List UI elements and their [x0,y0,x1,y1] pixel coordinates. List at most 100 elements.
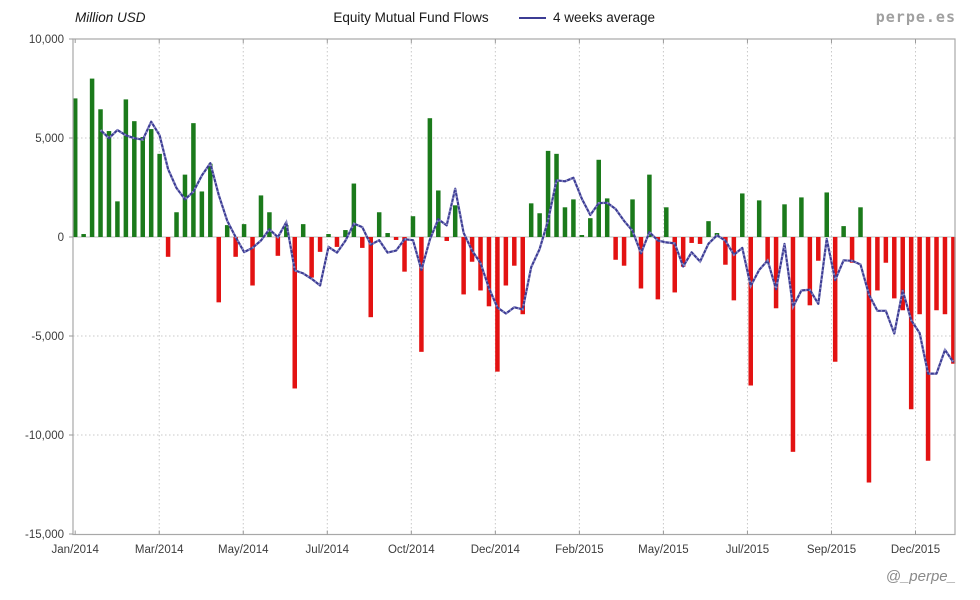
y-tick-label: 10,000 [29,34,64,46]
flow-bar [689,237,694,243]
y-tick-label: -10,000 [25,430,64,442]
flow-bar [816,237,821,261]
flow-bar [393,237,399,240]
flow-bar [613,237,618,260]
y-tick-label: 5,000 [35,133,64,145]
flow-bar [123,99,129,237]
flow-bar [436,190,441,237]
flow-bar [81,234,86,237]
flow-bar [664,207,669,237]
flow-bar [317,237,323,252]
x-tick-label: Jul/2015 [726,544,769,556]
flow-bar [106,131,112,237]
flow-bar [410,216,416,237]
flow-bar [908,237,914,410]
flow-bar [858,207,863,237]
flow-bar [233,237,238,257]
x-tick-label: Dec/2015 [891,544,940,556]
flow-bar [140,137,145,237]
flow-bar [132,121,137,237]
twitter-handle: @_perpe_ [885,568,956,585]
x-tick-label: Jul/2014 [306,544,350,556]
flow-bar [343,230,348,237]
x-tick-label: Mar/2014 [135,544,184,556]
y-axis-units-label: Million USD [75,10,146,25]
flow-bar [89,78,95,237]
flow-bar [216,237,221,303]
legend-label: 4 weeks average [553,10,656,25]
plot-border [72,38,956,536]
flow-bar [72,98,78,238]
flow-bar [773,237,779,309]
flow-bar [655,237,661,300]
flow-bar [824,192,829,237]
flow-bar [258,195,264,237]
flow-bar [208,163,213,237]
avg-line-texture [99,119,955,375]
flow-bar [630,199,635,237]
flow-bar [680,237,686,267]
flow-bar [571,199,576,237]
flow-bar [883,237,889,263]
flow-bar [723,237,728,265]
flow-bar [275,237,281,256]
flow-bar [385,233,390,237]
flow-bar [604,198,610,237]
flow-bar [241,224,247,237]
flow-bar [900,237,905,311]
flow-bar [115,201,120,237]
flow-bar [98,109,103,237]
flow-bar [334,237,340,247]
flow-bar [326,234,331,237]
flow-bar [706,221,711,237]
flow-bar [647,174,652,237]
flow-bar [174,212,179,237]
flow-bar [165,237,171,257]
flow-bar [199,191,205,237]
flow-bar [925,237,931,461]
flow-bar [309,237,314,278]
flow-bar [528,203,534,237]
flow-bar [292,237,297,389]
flow-bar [638,237,644,289]
flow-bar [554,153,559,237]
flow-bar [182,174,188,237]
flow-bar [512,237,517,266]
x-tick-label: May/2015 [638,544,689,556]
flow-bar [934,237,939,311]
x-tick-label: Dec/2014 [471,544,521,556]
flow-bar [917,237,922,315]
y-tick-label: -15,000 [25,529,64,541]
flow-bar [376,212,382,237]
x-tick-label: Feb/2015 [555,544,604,556]
flow-bar [520,237,525,315]
flow-bar [951,237,956,364]
flow-bar [495,237,500,372]
flow-bar [444,237,449,241]
flow-bar [866,237,872,483]
flow-bar [748,237,753,386]
flow-bar [360,237,365,248]
flow-bar [875,237,880,291]
flow-bar [191,123,196,237]
flow-bar [452,205,458,237]
flow-bar [621,237,627,266]
flow-bar [224,225,230,237]
flow-bar [731,237,737,301]
flow-bar [427,118,433,237]
flow-bar [697,237,703,244]
flow-bar [419,237,424,352]
flow-bar [461,237,466,295]
flow-bar [672,237,677,293]
flow-bar [368,237,373,318]
flow-bar [562,207,568,237]
flow-bar [849,237,855,263]
x-tick-label: May/2014 [218,544,269,556]
y-tick-label: 0 [58,232,64,244]
flow-bar [402,237,407,272]
flow-bar [284,225,289,237]
flow-bar [596,159,601,237]
x-tick-label: Jan/2014 [52,544,100,556]
